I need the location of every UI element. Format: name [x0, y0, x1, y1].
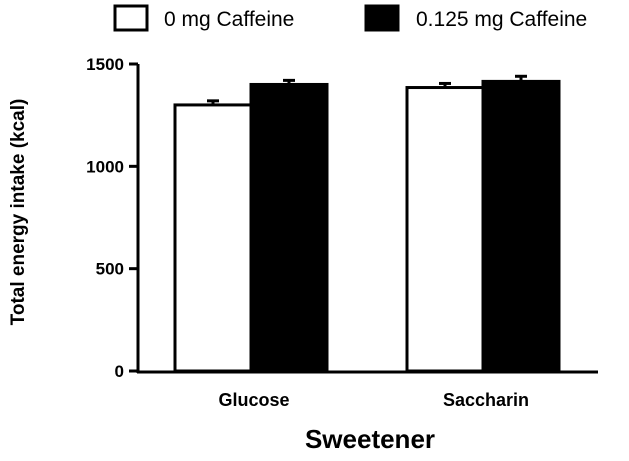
legend-swatch-0125mg — [364, 4, 400, 32]
legend-label-0125mg: 0.125 mg Caffeine — [416, 8, 587, 31]
bars — [173, 74, 561, 373]
bar-glucose-0 — [173, 103, 253, 373]
x-tick-label-saccharin: Saccharin — [443, 390, 529, 410]
legend-label-0mg: 0 mg Caffeine — [164, 8, 294, 31]
y-tick-label: 0 — [115, 362, 124, 381]
x-axis-label: Sweetener — [305, 424, 435, 454]
bar-saccharin-0 — [405, 86, 485, 373]
legend-swatch-0mg — [113, 4, 149, 32]
y-tick-label: 500 — [96, 260, 124, 279]
y-tick-label: 1500 — [86, 55, 124, 74]
legend: 0 mg Caffeine 0.125 mg Caffeine — [113, 4, 587, 32]
bar-saccharin-1 — [481, 79, 561, 373]
bar-glucose-1 — [249, 82, 329, 373]
y-axis-label: Total energy intake (kcal) — [8, 99, 29, 326]
y-tick-label: 1000 — [86, 157, 124, 176]
y-ticks: 0 500 1000 1500 — [86, 55, 138, 381]
x-tick-label-glucose: Glucose — [218, 390, 289, 410]
